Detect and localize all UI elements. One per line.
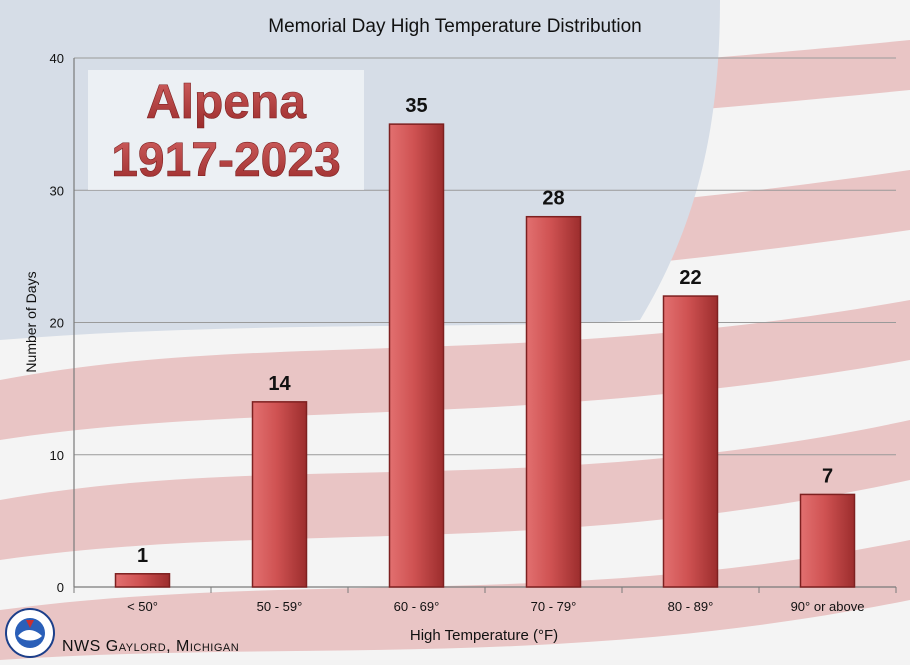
data-label: 28 bbox=[542, 188, 564, 210]
y-tick-label: 40 bbox=[50, 51, 64, 66]
noaa-nws-logo-icon bbox=[5, 608, 55, 658]
plot-area: 0 10 20 30 40 1 < 50° 14 50 - 59° 35 60 - 69° 28 70 … bbox=[50, 51, 897, 614]
annotation-box: Alpena 1917-2023 bbox=[88, 70, 364, 190]
footer-credit: NWS Gaylord, Michigan bbox=[62, 638, 239, 655]
bar bbox=[251, 401, 308, 588]
y-tick-label: 30 bbox=[50, 183, 64, 198]
data-label: 1 bbox=[137, 545, 148, 567]
bar bbox=[114, 573, 171, 588]
x-tick-label: 80 - 89° bbox=[668, 599, 714, 614]
data-label: 22 bbox=[679, 267, 701, 289]
x-tick-label: 60 - 69° bbox=[394, 599, 440, 614]
annotation-years: 1917-2023 bbox=[111, 134, 341, 187]
x-tick-label: < 50° bbox=[127, 599, 158, 614]
y-tick-label: 10 bbox=[50, 448, 64, 463]
bar bbox=[799, 493, 856, 588]
x-tick-label: 50 - 59° bbox=[257, 599, 303, 614]
data-label: 14 bbox=[268, 373, 291, 395]
data-label: 7 bbox=[822, 465, 833, 487]
annotation-station: Alpena bbox=[146, 76, 306, 129]
bar bbox=[388, 123, 445, 588]
y-tick-label: 0 bbox=[57, 580, 64, 595]
y-axis-label: Number of Days bbox=[23, 271, 39, 372]
x-tick-label: 90° or above bbox=[791, 599, 865, 614]
data-label: 35 bbox=[405, 95, 427, 117]
bar bbox=[525, 215, 582, 588]
chart-title: Memorial Day High Temperature Distributi… bbox=[268, 16, 641, 37]
bar bbox=[662, 295, 719, 588]
x-tick-label: 70 - 79° bbox=[531, 599, 577, 614]
y-tick-label: 20 bbox=[50, 316, 64, 331]
x-axis-label: High Temperature (°F) bbox=[410, 627, 558, 644]
